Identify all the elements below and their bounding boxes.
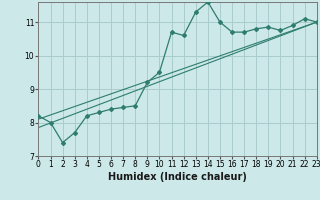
X-axis label: Humidex (Indice chaleur): Humidex (Indice chaleur) [108, 172, 247, 182]
